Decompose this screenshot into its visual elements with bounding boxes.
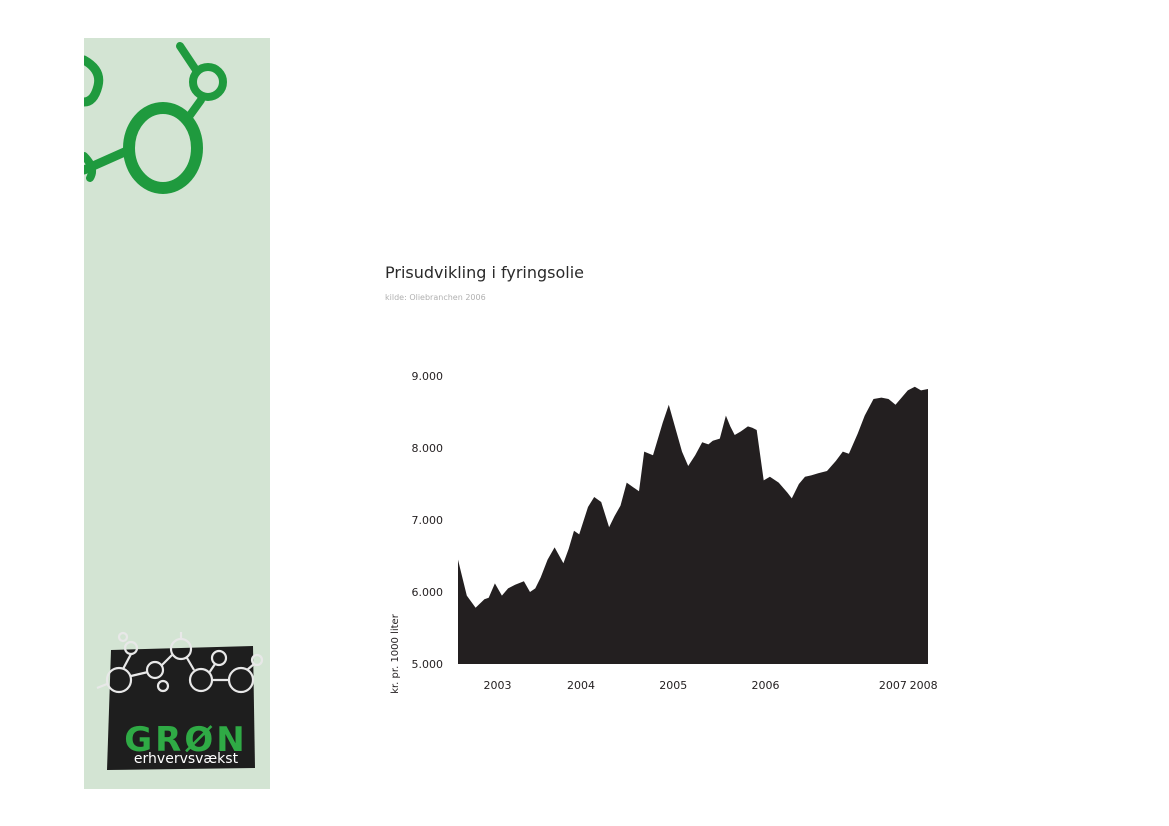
y-tick-label: 8.000: [412, 442, 444, 455]
x-tick-label: 2007: [879, 679, 907, 692]
x-tick-label: 2005: [659, 679, 687, 692]
x-tick-label: 2003: [484, 679, 512, 692]
x-tick-label: 2004: [567, 679, 595, 692]
chart-source: kilde: Oliebranchen 2006: [385, 293, 486, 302]
y-tick-label: 9.000: [412, 370, 444, 383]
x-tick-label: 2006: [751, 679, 779, 692]
y-tick-label: 5.000: [412, 658, 444, 671]
logo-word: GRØN: [124, 720, 248, 760]
gron-erhvervsvaekst-logo: GRØN erhvervsvækst: [93, 622, 267, 774]
y-axis-label: kr. pr. 1000 liter: [390, 613, 401, 693]
logo-artwork: [96, 631, 264, 770]
price-area-series: [458, 386, 928, 664]
sidebar-panel: GRØN erhvervsvækst: [84, 38, 270, 789]
logo-subtitle: erhvervsvækst: [133, 751, 239, 767]
y-axis-ticks: 5.000 6.000 7.000 8.000 9.000: [412, 370, 444, 671]
chart-title: Prisudvikling i fyringsolie: [385, 263, 585, 282]
y-tick-label: 7.000: [412, 514, 444, 527]
x-axis-ticks: 2003 2004 2005 2006 2007 2008: [484, 679, 938, 692]
x-tick-label: 2008: [910, 679, 938, 692]
y-tick-label: 6.000: [412, 586, 444, 599]
molecule-icon: [84, 42, 227, 194]
